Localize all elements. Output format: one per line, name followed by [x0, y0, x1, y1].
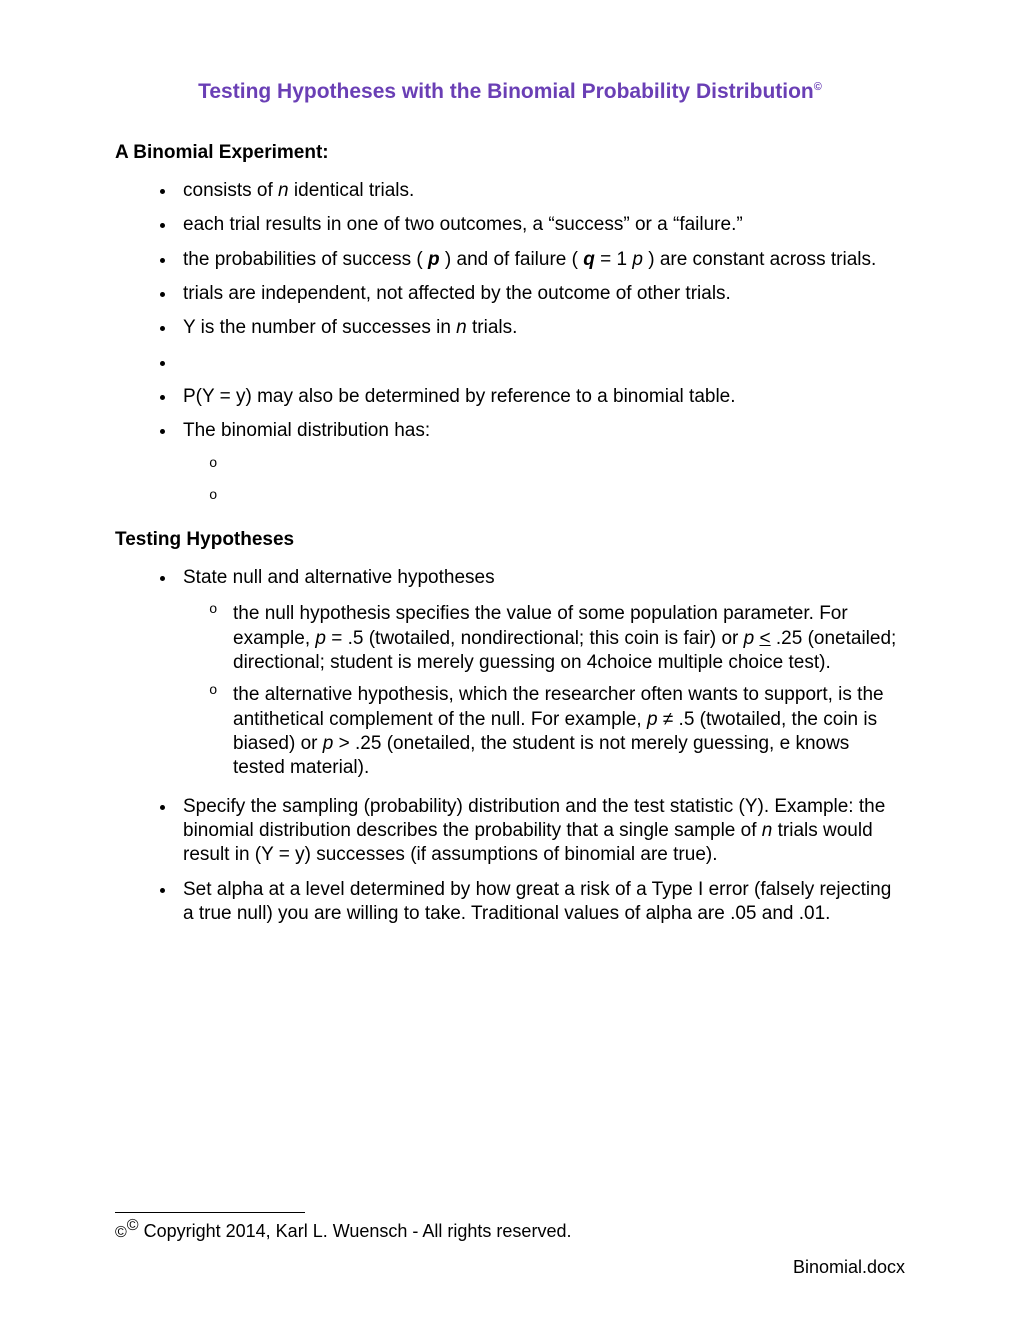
footnote: ©© Copyright 2014, Karl L. Wuensch - All… [115, 1212, 905, 1242]
list-item: consists of n identical trials. [177, 174, 905, 208]
list-item: the probabilities of success ( p ) and o… [177, 243, 905, 277]
section2-heading: Testing Hypotheses [115, 529, 905, 551]
list-item-empty [177, 346, 905, 380]
document-page: Testing Hypotheses with the Binomial Pro… [0, 0, 1020, 1320]
footnote-text: ©© Copyright 2014, Karl L. Wuensch - All… [115, 1217, 905, 1242]
list-item: the null hypothesis specifies the value … [227, 598, 905, 679]
section2-sublist: the null hypothesis specifies the value … [183, 598, 905, 784]
copyright-icon: © [115, 1224, 127, 1241]
list-item: The binomial distribution has: [177, 414, 905, 521]
footnote-rule [115, 1212, 305, 1213]
section1-sublist [183, 452, 905, 517]
list-item-empty [227, 484, 905, 516]
list-item: Set alpha at a level determined by how g… [177, 873, 905, 932]
copyright-icon: © [814, 81, 822, 93]
page-title: Testing Hypotheses with the Binomial Pro… [115, 80, 905, 104]
list-item: each trial results in one of two outcome… [177, 208, 905, 242]
copyright-icon: © [127, 1217, 139, 1234]
list-item: trials are independent, not affected by … [177, 277, 905, 311]
list-item: P(Y = y) may also be determined by refer… [177, 380, 905, 414]
title-text: Testing Hypotheses with the Binomial Pro… [198, 80, 814, 103]
section2-list: State null and alternative hypotheses th… [115, 561, 905, 931]
filename-label: Binomial.docx [793, 1257, 905, 1278]
list-item: Y is the number of successes in n trials… [177, 311, 905, 345]
list-item: State null and alternative hypotheses th… [177, 561, 905, 790]
section1-list: consists of n identical trials. each tri… [115, 174, 905, 521]
list-item-empty [227, 452, 905, 484]
list-item: the alternative hypothesis, which the re… [227, 679, 905, 784]
section1-heading: A Binomial Experiment: [115, 142, 905, 164]
list-item: Specify the sampling (probability) distr… [177, 790, 905, 873]
